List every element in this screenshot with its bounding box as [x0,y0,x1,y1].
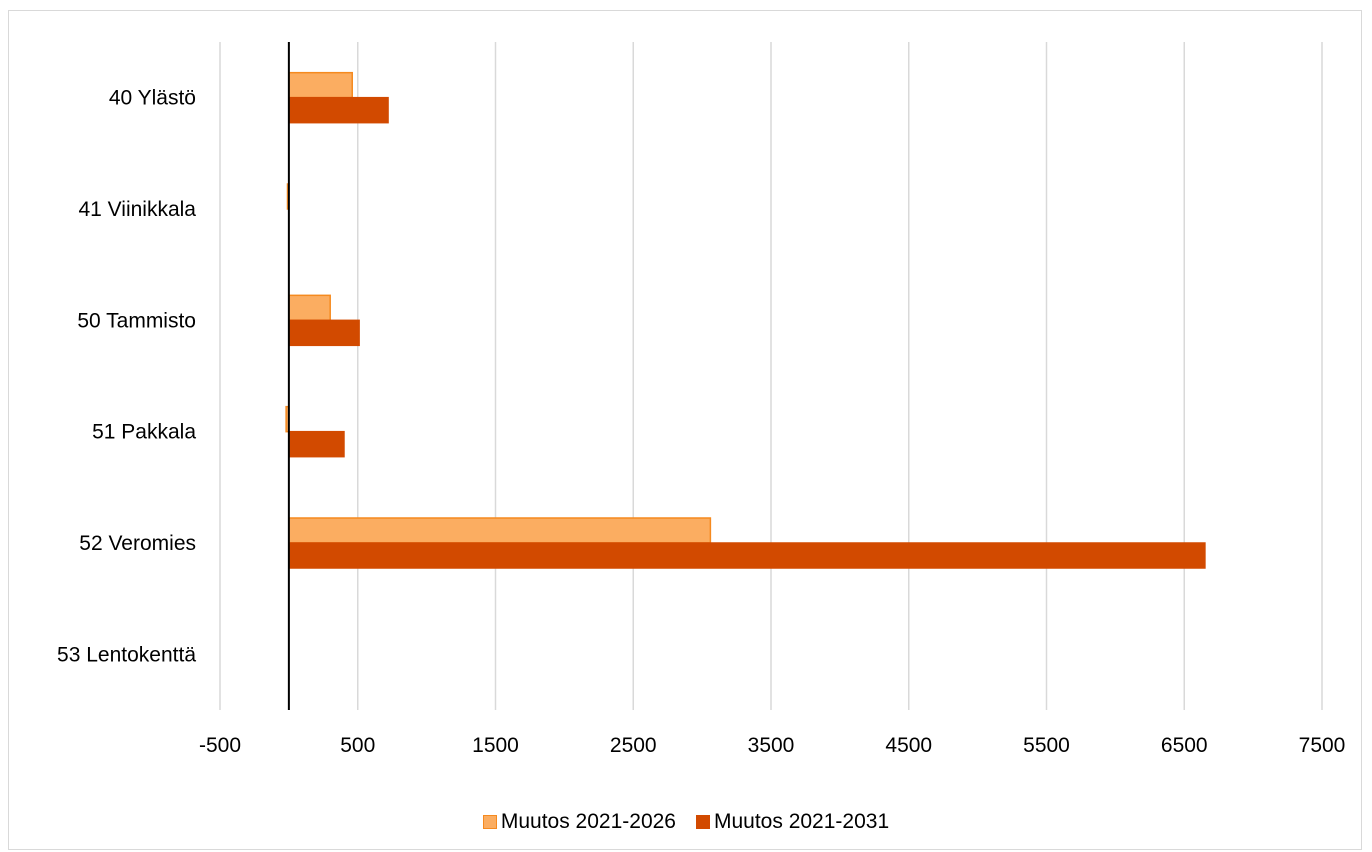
category-label-4: 52 Veromies [79,532,196,555]
bar-1-4 [288,542,1206,569]
category-label-5: 53 Lentokenttä [57,643,196,666]
x-tick-label-8: 7500 [1299,734,1346,757]
legend-swatch-series-1 [696,815,710,829]
legend: Muutos 2021-2026 Muutos 2021-2031 [0,810,1372,834]
legend-label-series-1: Muutos 2021-2031 [714,810,890,833]
bar-0-0 [288,71,353,99]
category-label-3: 51 Pakkala [92,421,196,444]
x-tick-label-7: 6500 [1161,734,1208,757]
legend-item-series-0: Muutos 2021-2026 [482,810,676,834]
legend-item-series-1: Muutos 2021-2031 [696,810,889,834]
bar-1-0 [288,96,389,124]
x-tick-label-3: 2500 [610,734,657,757]
x-tick-label-4: 3500 [748,734,795,757]
chart-frame [8,10,1362,850]
bar-1-3 [288,430,345,458]
bar-1-2 [288,319,360,347]
legend-swatch-series-0 [482,815,497,829]
category-label-1: 41 Viinikkala [78,198,196,221]
x-tick-label-0: -500 [199,734,241,757]
bar-0-4 [288,517,712,544]
x-tick-label-2: 1500 [472,734,519,757]
bar-0-2 [288,294,331,322]
x-tick-label-1: 500 [340,734,375,757]
x-tick-label-6: 5500 [1023,734,1070,757]
x-tick-label-5: 4500 [885,734,932,757]
category-label-0: 40 Ylästö [109,87,196,110]
legend-label-series-0: Muutos 2021-2026 [500,810,676,833]
category-label-2: 50 Tammisto [77,309,196,332]
